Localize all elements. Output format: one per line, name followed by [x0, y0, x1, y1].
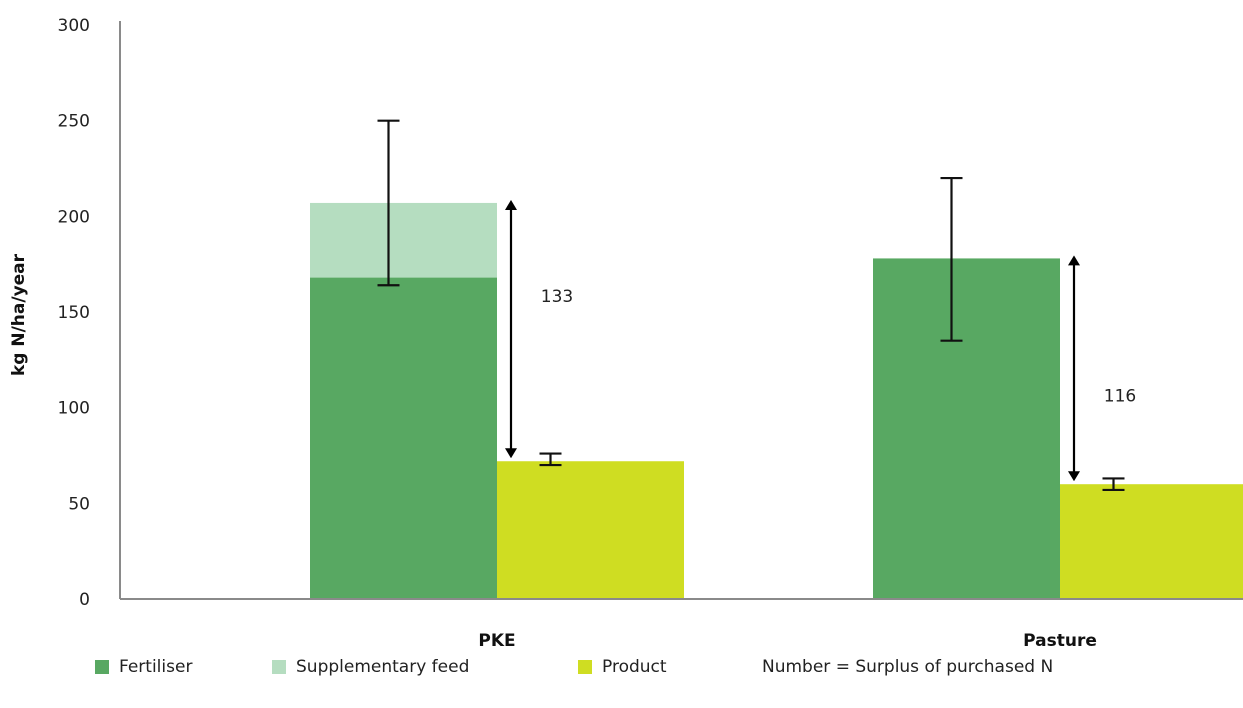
x-category-label-pke: PKE [478, 631, 515, 650]
surplus-arrows: 133 116 [505, 199, 1136, 482]
legend-item-supplementary-feed: Supplementary feed [272, 652, 469, 682]
error-bar-pke-input [377, 119, 400, 287]
y-tick-label: 100 [58, 399, 90, 419]
legend-note: Number = Surplus of purchased N [762, 652, 1053, 682]
bar-chart: 0 50 100 150 200 250 300 133 116 PKE Pasture kg … [9, 16, 1243, 650]
y-tick-label: 250 [58, 112, 90, 132]
surplus-arrow-pke: 133 [505, 199, 573, 459]
legend-swatch-supplementary-feed [272, 660, 286, 674]
legend-item-product: Product [578, 652, 667, 682]
bar-product-pasture [1060, 484, 1243, 599]
y-tick-label: 150 [58, 303, 90, 323]
y-tick-label: 0 [79, 590, 90, 610]
error-bar-pke-output [539, 452, 562, 467]
legend-label: Supplementary feed [296, 657, 470, 677]
surplus-arrow-pasture: 116 [1068, 255, 1136, 482]
bar-supplementary-feed-pke [310, 202, 497, 278]
surplus-value-label: 133 [541, 287, 573, 307]
bar-fertiliser-pasture [873, 258, 1060, 599]
y-tick-label: 50 [68, 494, 90, 514]
legend-note-text: Number = Surplus of purchased N [762, 657, 1054, 677]
legend-swatch-fertiliser [95, 660, 109, 674]
x-category-label-pasture: Pasture [1023, 631, 1097, 650]
legend-item-fertiliser: Fertiliser [95, 652, 192, 682]
bar-fertiliser-pke [310, 277, 497, 599]
bars [310, 202, 1243, 599]
category-labels: PKE Pasture [478, 631, 1097, 650]
legend-label: Product [602, 657, 667, 677]
surplus-value-label: 116 [1104, 386, 1136, 406]
legend: Fertiliser Supplementary feed Product Nu… [0, 652, 1243, 692]
y-tick-label: 300 [58, 16, 90, 36]
y-axis-ticks: 0 50 100 150 200 250 300 [58, 16, 90, 610]
error-bar-pasture-input [940, 176, 963, 342]
y-tick-label: 200 [58, 207, 90, 227]
error-bars [377, 119, 1125, 492]
y-axis-label: kg N/ha/year [9, 253, 29, 376]
error-bar-pasture-output [1102, 477, 1125, 492]
legend-swatch-product [578, 660, 592, 674]
legend-label: Fertiliser [119, 657, 193, 677]
bar-product-pke [497, 461, 684, 599]
